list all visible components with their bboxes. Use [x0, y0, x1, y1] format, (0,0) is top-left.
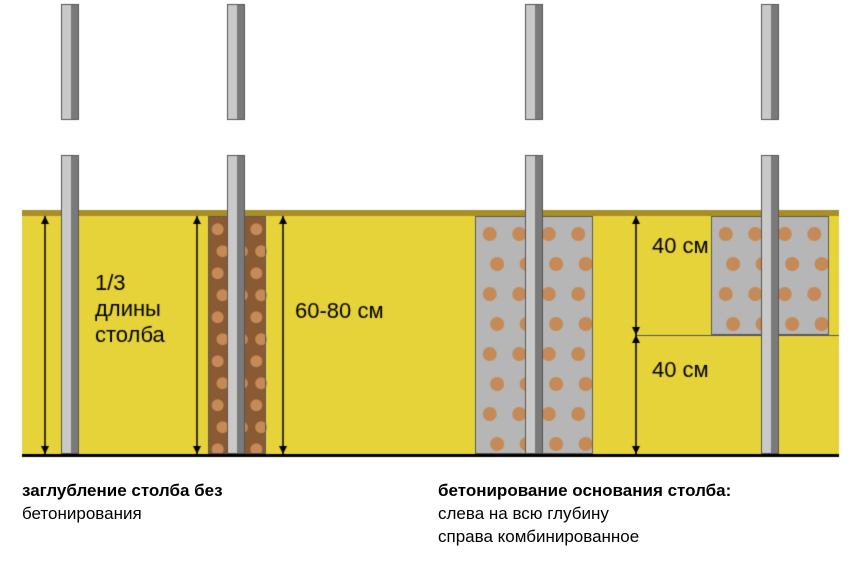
caption-right-line1: слева на всю глубину: [438, 504, 609, 523]
caption-right-line2: справа комбинированное: [438, 527, 639, 546]
caption-left: заглубление столба без бетонирования: [22, 480, 223, 526]
caption-right: бетонирование основания столба: слева на…: [438, 480, 731, 549]
caption-left-bold: заглубление столба без: [22, 481, 223, 500]
caption-right-bold: бетонирование основания столба:: [438, 481, 731, 500]
caption-left-line1: бетонирования: [22, 504, 142, 523]
